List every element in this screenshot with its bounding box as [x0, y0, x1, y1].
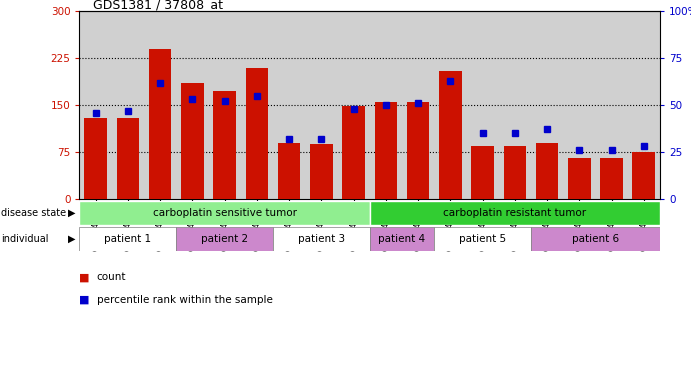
- Bar: [144, 11, 176, 199]
- Bar: [176, 227, 273, 251]
- Bar: [214, 91, 236, 199]
- Bar: [536, 142, 558, 199]
- Text: patient 3: patient 3: [298, 234, 345, 244]
- Text: carboplatin sensitive tumor: carboplatin sensitive tumor: [153, 208, 296, 218]
- Text: ▶: ▶: [68, 208, 75, 218]
- Bar: [375, 102, 397, 199]
- Bar: [531, 11, 563, 199]
- Text: patient 4: patient 4: [379, 234, 426, 244]
- Bar: [79, 227, 176, 251]
- Bar: [310, 144, 332, 199]
- Bar: [568, 158, 591, 199]
- Bar: [632, 152, 655, 199]
- Text: patient 5: patient 5: [459, 234, 506, 244]
- Bar: [337, 11, 370, 199]
- Bar: [112, 11, 144, 199]
- Bar: [531, 227, 660, 251]
- Bar: [79, 201, 370, 225]
- Bar: [600, 158, 623, 199]
- Bar: [79, 11, 112, 199]
- Bar: [176, 11, 209, 199]
- Text: count: count: [97, 273, 126, 282]
- Bar: [563, 11, 596, 199]
- Bar: [466, 11, 499, 199]
- Bar: [434, 227, 531, 251]
- Bar: [342, 106, 365, 199]
- Text: disease state: disease state: [1, 208, 66, 218]
- Bar: [439, 70, 462, 199]
- Bar: [240, 11, 273, 199]
- Bar: [273, 227, 370, 251]
- Bar: [499, 11, 531, 199]
- Text: patient 2: patient 2: [201, 234, 248, 244]
- Text: ■: ■: [79, 273, 90, 282]
- Text: ▶: ▶: [68, 234, 75, 244]
- Text: percentile rank within the sample: percentile rank within the sample: [97, 295, 273, 305]
- Text: GDS1381 / 37808_at: GDS1381 / 37808_at: [93, 0, 223, 11]
- Bar: [209, 11, 240, 199]
- Bar: [596, 11, 627, 199]
- Bar: [434, 11, 466, 199]
- Bar: [278, 142, 301, 199]
- Bar: [627, 11, 660, 199]
- Bar: [305, 11, 337, 199]
- Bar: [117, 117, 139, 199]
- Bar: [84, 117, 107, 199]
- Text: carboplatin resistant tumor: carboplatin resistant tumor: [443, 208, 587, 218]
- Bar: [370, 201, 660, 225]
- Text: patient 6: patient 6: [572, 234, 619, 244]
- Bar: [407, 102, 429, 199]
- Bar: [273, 11, 305, 199]
- Bar: [181, 83, 204, 199]
- Bar: [471, 146, 494, 199]
- Bar: [149, 49, 171, 199]
- Text: individual: individual: [1, 234, 48, 244]
- Bar: [370, 11, 402, 199]
- Bar: [245, 68, 268, 199]
- Bar: [402, 11, 434, 199]
- Text: ■: ■: [79, 295, 90, 305]
- Text: patient 1: patient 1: [104, 234, 151, 244]
- Bar: [504, 146, 526, 199]
- Bar: [370, 227, 434, 251]
